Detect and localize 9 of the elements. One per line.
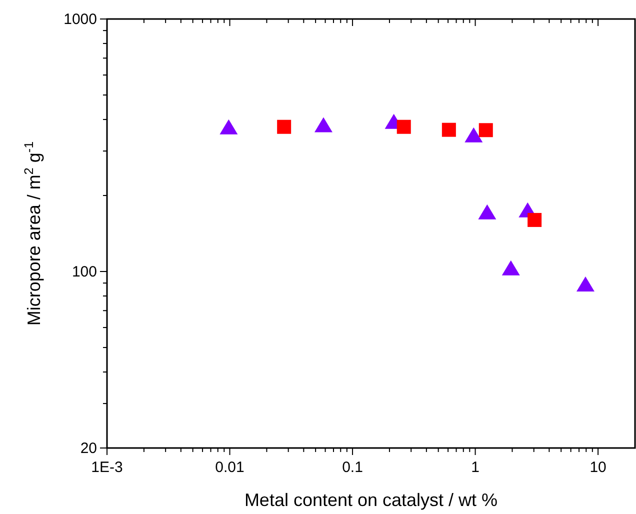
y-tick-label: 20 xyxy=(80,440,97,457)
x-tick-label: 1E-3 xyxy=(91,459,123,476)
x-tick-label: 10 xyxy=(590,459,606,476)
x-tick-label: 0.01 xyxy=(215,459,244,476)
x-axis-title: Metal content on catalyst / wt % xyxy=(244,490,498,510)
x-tick-label: 0.1 xyxy=(342,459,363,476)
y-tick-label: 100 xyxy=(72,264,97,281)
x-tick-label: 1 xyxy=(471,459,480,476)
y-tick-label: 1000 xyxy=(64,11,97,28)
